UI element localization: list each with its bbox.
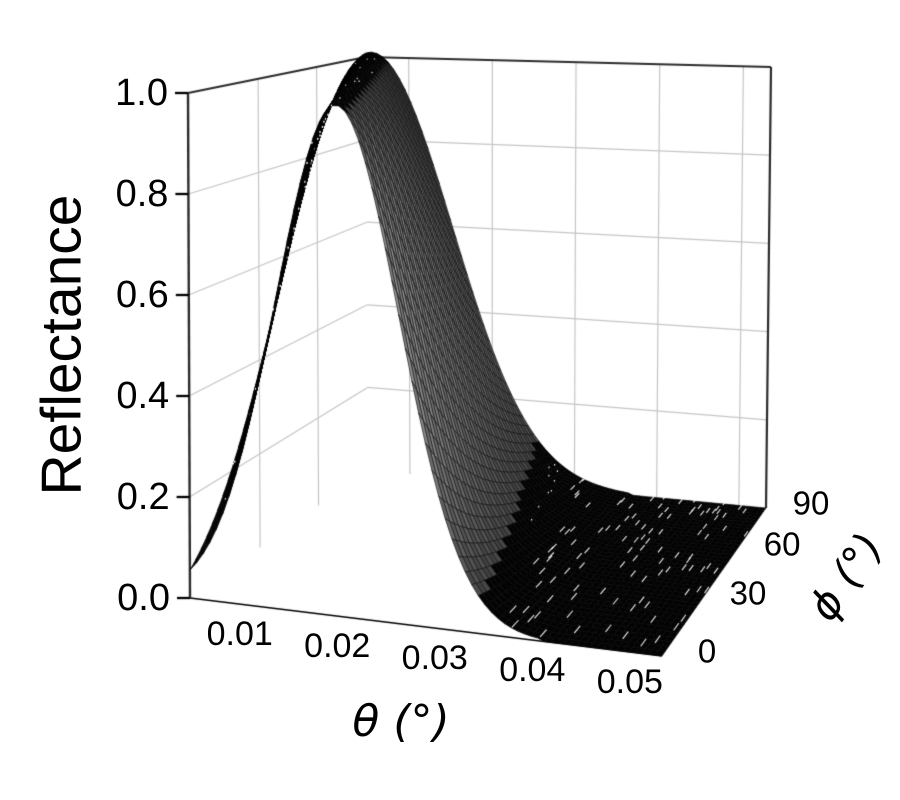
y-tick-label: 60 xyxy=(763,525,801,563)
z-tick-label: 0.0 xyxy=(117,577,170,619)
x-tick-label: 0.03 xyxy=(401,639,468,678)
z-tick-label: 0.4 xyxy=(116,375,170,417)
x-tick-label: 0.02 xyxy=(304,627,371,666)
z-tick-label: 0.2 xyxy=(116,476,170,518)
x-axis-title: θ (°) xyxy=(352,696,450,747)
x-tick-label: 0.01 xyxy=(206,615,273,654)
x-tick-label: 0.04 xyxy=(499,651,566,690)
z-tick-label: 1.0 xyxy=(115,72,168,114)
z-tick-label: 0.8 xyxy=(115,173,169,215)
y-tick-label: 90 xyxy=(792,484,830,522)
x-tick-label: 0.05 xyxy=(596,663,663,702)
z-tick-label: 0.6 xyxy=(115,274,169,316)
y-tick-label: 30 xyxy=(729,574,767,612)
y-tick-label: 0 xyxy=(697,632,717,670)
z-axis-title: Reflectance xyxy=(29,194,94,496)
